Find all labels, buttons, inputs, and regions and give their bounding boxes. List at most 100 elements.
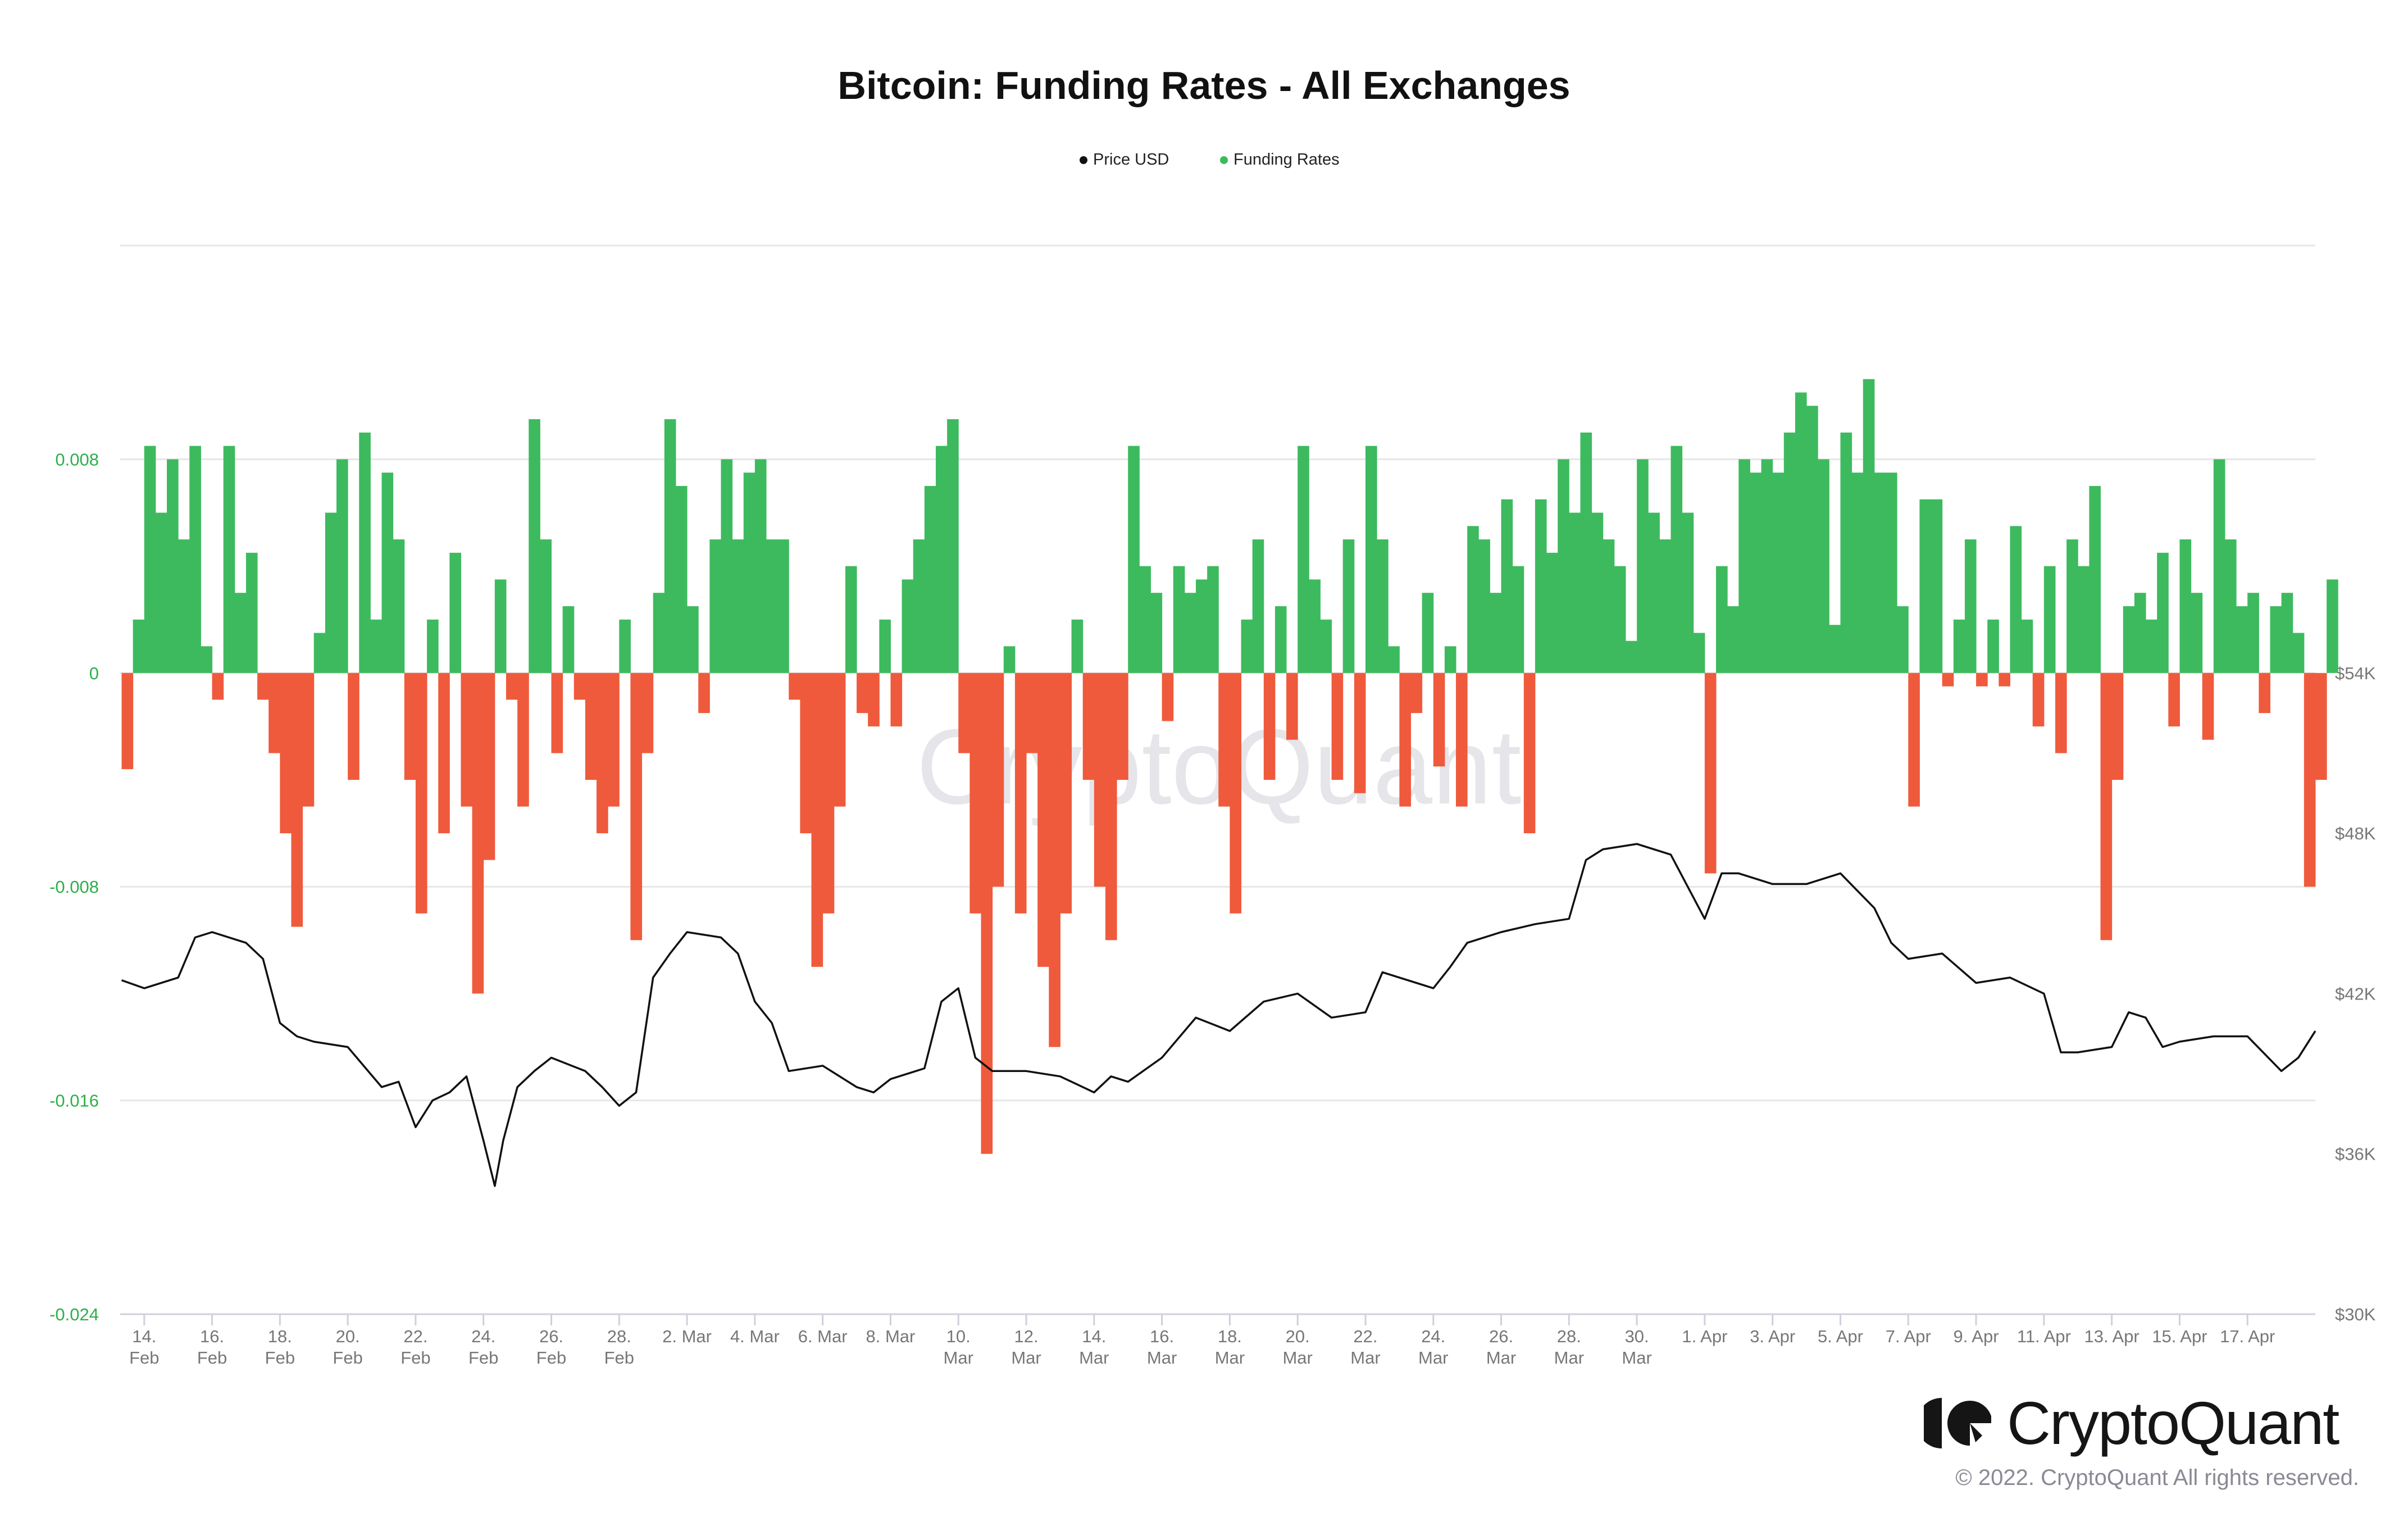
funding-bar-negative — [517, 673, 529, 807]
funding-bar-positive — [1478, 539, 1490, 673]
funding-bar-positive — [913, 539, 925, 673]
funding-bar-negative — [2315, 673, 2327, 780]
funding-bar-positive — [766, 539, 778, 673]
funding-bar-positive — [1377, 539, 1389, 673]
funding-bar-positive — [1682, 512, 1694, 673]
funding-bar-positive — [393, 539, 405, 673]
funding-bar-positive — [2327, 579, 2338, 673]
x-axis-tick-label: Mar — [1622, 1348, 1651, 1368]
funding-bar-negative — [415, 673, 427, 914]
funding-bar-negative — [1354, 673, 1366, 793]
funding-bar-positive — [1195, 579, 1208, 673]
x-axis-tick-label: 16. — [200, 1327, 224, 1346]
funding-bar-negative — [1014, 673, 1027, 914]
funding-bar-negative — [404, 673, 416, 780]
legend-item-price[interactable]: Price USD — [1080, 151, 1169, 169]
x-axis-tick-label: 22. — [403, 1327, 427, 1346]
funding-bar-negative — [573, 673, 586, 700]
x-axis-tick-label: 24. — [471, 1327, 495, 1346]
funding-bar-negative — [472, 673, 484, 994]
x-axis-tick-label: 5. Apr — [1818, 1327, 1863, 1346]
funding-bar-negative — [257, 673, 269, 700]
funding-bar-positive — [1490, 593, 1502, 673]
funding-bar-negative — [302, 673, 315, 807]
funding-bar-positive — [1659, 539, 1672, 673]
funding-bar-negative — [958, 673, 970, 753]
x-axis-tick-label: Mar — [1418, 1348, 1448, 1368]
funding-bar-positive — [1558, 459, 1569, 673]
x-axis-tick-label: 15. Apr — [2152, 1327, 2207, 1346]
funding-bar-positive — [2021, 619, 2033, 673]
funding-bar-negative — [268, 673, 280, 753]
funding-bar-positive — [1150, 593, 1163, 673]
funding-bar-positive — [1569, 512, 1581, 673]
funding-bar-positive — [1716, 566, 1728, 673]
funding-bar-positive — [1727, 606, 1739, 673]
x-axis-tick-label: 18. — [268, 1327, 292, 1346]
copyright-text: © 2022. CryptoQuant All rights reserved. — [1955, 1465, 2359, 1490]
x-axis-tick-label: 14. — [1082, 1327, 1106, 1346]
funding-bar-negative — [641, 673, 654, 753]
funding-bar-negative — [1286, 673, 1298, 740]
funding-bar-negative — [608, 673, 620, 807]
x-axis-tick-label: 12. — [1014, 1327, 1038, 1346]
funding-bar-positive — [1874, 473, 1886, 673]
x-axis-tick-label: 3. Apr — [1750, 1327, 1795, 1346]
funding-bar-negative — [1094, 673, 1106, 887]
funding-bar-positive — [1840, 432, 1852, 673]
funding-bar-positive — [189, 446, 201, 673]
x-axis-tick-label: 17. Apr — [2220, 1327, 2275, 1346]
funding-bar-positive — [155, 512, 167, 673]
funding-bar-positive — [1139, 566, 1151, 673]
funding-bar-negative — [1082, 673, 1095, 780]
x-axis-tick-label: Mar — [1011, 1348, 1041, 1368]
funding-bar-positive — [2247, 593, 2259, 673]
funding-bar-negative — [1218, 673, 1230, 807]
x-axis-tick-label: Mar — [1350, 1348, 1380, 1368]
funding-bar-positive — [325, 512, 337, 673]
left-axis-tick-label: 0 — [89, 664, 99, 683]
funding-bar-negative — [811, 673, 823, 967]
right-axis-tick-label: $42K — [2335, 984, 2376, 1003]
funding-bar-positive — [133, 619, 145, 673]
funding-bar-positive — [1128, 446, 1140, 673]
price-line — [121, 843, 2316, 1187]
x-axis-tick-label: Feb — [265, 1348, 295, 1368]
funding-bar-positive — [1173, 566, 1185, 673]
funding-bar-negative — [2111, 673, 2124, 780]
funding-bar-positive — [2270, 606, 2282, 673]
funding-bar-negative — [857, 673, 868, 714]
funding-bar-negative — [2304, 673, 2316, 887]
funding-bar-negative — [1523, 673, 1536, 834]
funding-bar-positive — [777, 539, 789, 673]
legend-dot-icon — [1080, 156, 1087, 164]
funding-bar-positive — [721, 459, 733, 673]
legend-item-funding-rates[interactable]: Funding Rates — [1220, 151, 1340, 169]
x-axis-tick-label: 30. — [1625, 1327, 1649, 1346]
funding-bar-negative — [291, 673, 303, 927]
funding-bar-positive — [1964, 539, 1977, 673]
funding-bar-positive — [1806, 406, 1818, 673]
funding-bar-negative — [1105, 673, 1117, 941]
funding-bar-negative — [1026, 673, 1038, 753]
funding-bar-positive — [2010, 526, 2022, 673]
legend-label: Price USD — [1093, 151, 1169, 169]
funding-bar-positive — [2157, 552, 2169, 673]
funding-bar-positive — [449, 552, 461, 673]
x-axis-tick-label: 11. Apr — [2017, 1327, 2071, 1346]
funding-bar-positive — [664, 419, 676, 673]
funding-bar-positive — [1388, 646, 1400, 673]
funding-bar-positive — [653, 593, 665, 673]
funding-bar-positive — [2224, 539, 2237, 673]
funding-bar-positive — [732, 539, 744, 673]
x-axis-tick-label: 20. — [336, 1327, 360, 1346]
funding-bar-positive — [1580, 432, 1592, 673]
left-axis-tick-label: -0.008 — [49, 877, 99, 897]
funding-bar-positive — [935, 446, 948, 673]
funding-bar-negative — [1037, 673, 1049, 967]
x-axis-tick-label: 7. Apr — [1886, 1327, 1931, 1346]
funding-bar-negative — [969, 673, 981, 914]
funding-bar-positive — [1953, 619, 1965, 673]
funding-bar-negative — [992, 673, 1004, 887]
funding-bar-positive — [1184, 593, 1196, 673]
